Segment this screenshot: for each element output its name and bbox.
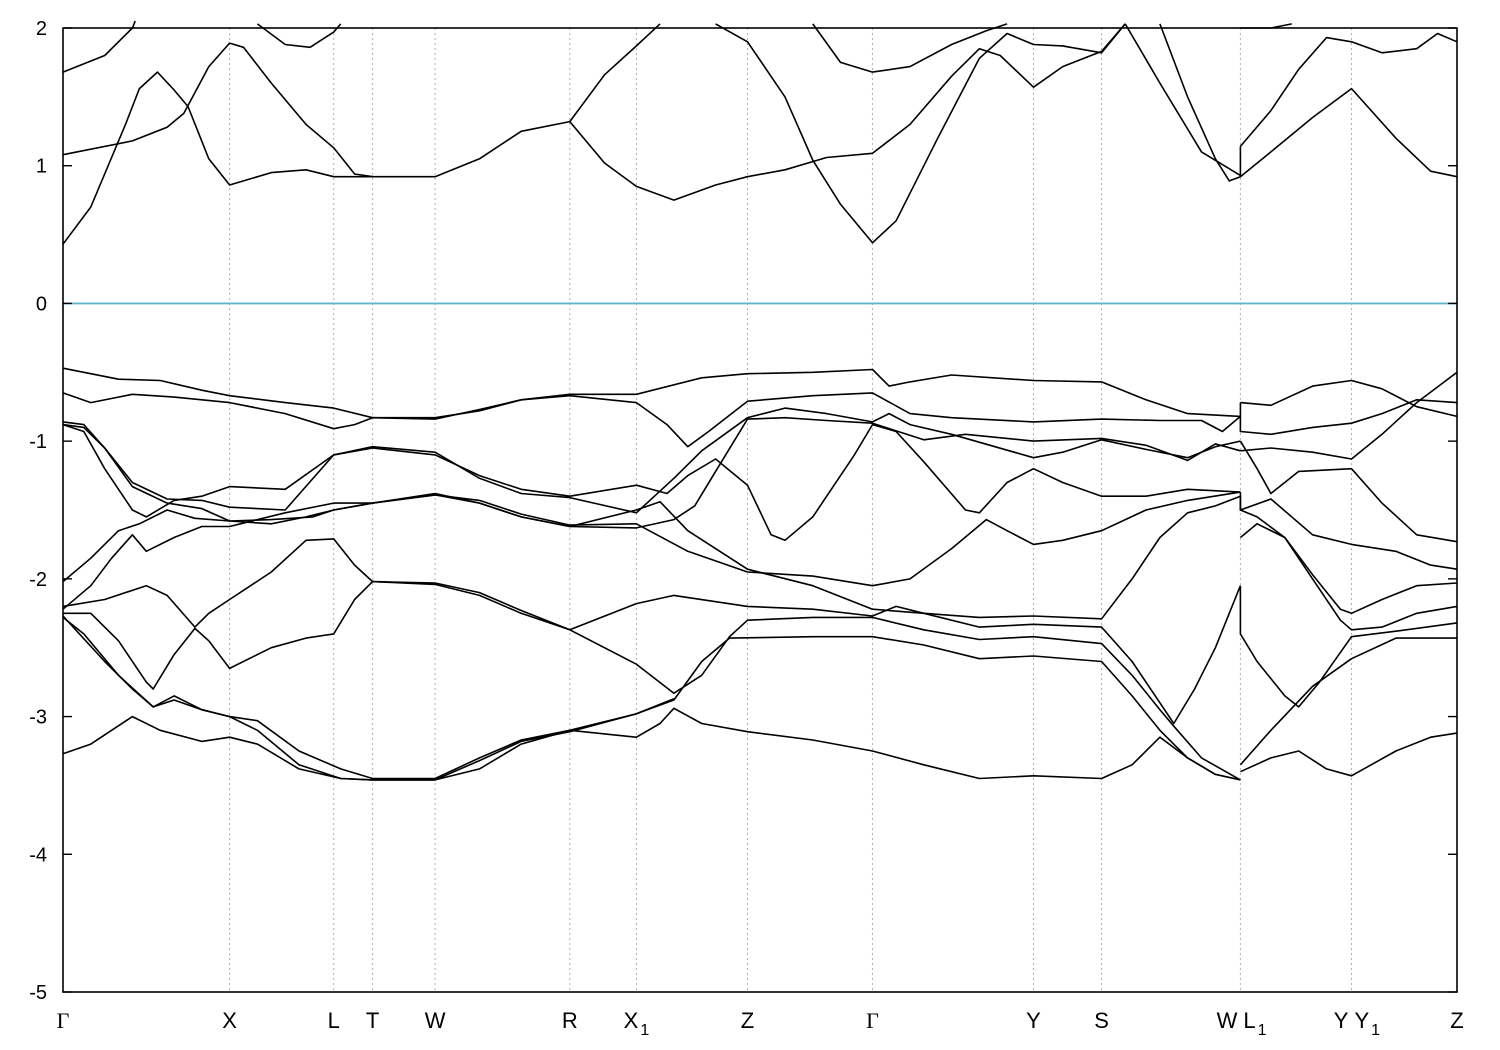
band-9 [1159,23,1242,182]
band-22 [62,615,1241,781]
y-tick-label: -3 [29,707,47,729]
kpoint-label: T [366,1008,379,1033]
band-11 [1239,32,1458,147]
band-13 [62,367,1241,419]
band-lines [62,20,1458,781]
band-18 [62,491,1241,587]
band-19 [62,494,1241,620]
kpoint-label: L [328,1008,340,1033]
y-tick-label: -5 [29,982,47,1004]
kpoint-label: W [1217,1008,1238,1033]
band-27 [1240,371,1458,460]
y-tick-label: 1 [36,156,47,178]
y-tick-label: -2 [29,569,47,591]
band-29 [1239,492,1458,570]
kpoint-label: Γ [866,1008,879,1033]
plot-frame [62,27,1458,993]
band-17 [62,407,1241,514]
band-31 [1239,522,1458,631]
kpoint-label: W [425,1008,446,1033]
band-16 [62,423,1241,542]
band-30 [1239,496,1458,615]
kpoint-label: Z [741,1008,754,1033]
band-5 [569,23,1126,201]
kpoint-label: Z [1450,1008,1463,1033]
y-tick-label: 2 [36,18,47,40]
band-25 [1239,398,1458,436]
kpoint-label: S [1094,1008,1109,1033]
band-15 [62,416,1241,529]
band-14 [62,392,1241,448]
band-4 [256,23,342,49]
kpoint-gridlines [229,28,1352,992]
band-6 [715,23,1126,244]
kpoint-label: R [562,1008,578,1033]
band-3 [62,71,373,245]
band-2 [62,23,661,178]
y-tick-label: 0 [36,293,47,315]
y-axis-ticks: 2 1 0 -1 -2 -3 -4 -5 [29,18,1457,1004]
kpoint-label: Y [1026,1008,1041,1033]
band-20 [62,538,1242,725]
band-23 [62,616,675,781]
band-1 [62,20,136,73]
band-32 [1239,585,1458,708]
y-tick-label: -1 [29,431,47,453]
band-7 [812,23,1008,73]
band-33 [1239,637,1457,766]
kpoint-label: Γ [57,1008,70,1033]
band-26 [1240,379,1458,418]
band-24 [62,707,1241,781]
band-34 [1240,732,1458,777]
band-21 [63,580,1241,781]
y-tick-label: -4 [29,844,47,866]
band-8 [1124,23,1241,177]
kpoint-label: Y [1334,1008,1349,1033]
kpoint-label: X [222,1008,237,1033]
band-10 [1239,87,1458,178]
band-28 [1239,440,1458,543]
